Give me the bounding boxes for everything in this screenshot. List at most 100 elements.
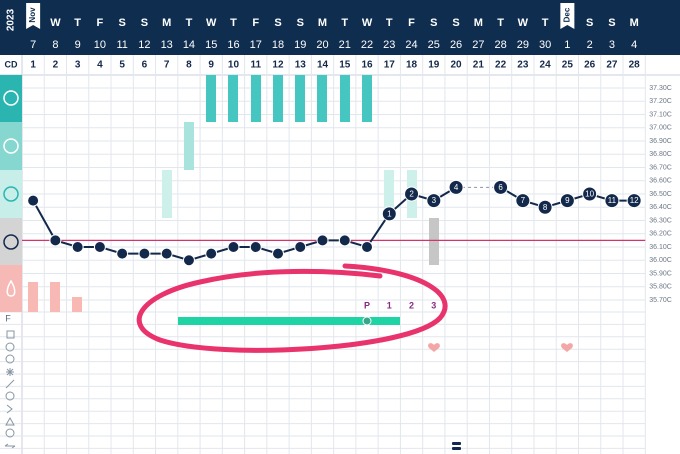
cycle-day: 25: [562, 60, 574, 71]
temperature-point: [559, 193, 575, 209]
temperature-point: [160, 247, 173, 260]
date: 26: [450, 39, 462, 51]
y-tick-label: 35.70C: [649, 297, 672, 304]
temperature-point: [404, 186, 420, 202]
date: 16: [227, 39, 239, 51]
date: 22: [361, 39, 373, 51]
fertile-label: 1: [387, 300, 392, 310]
row-icon-bg: [0, 75, 22, 122]
date: 4: [631, 39, 637, 51]
cycle-day: 6: [142, 60, 148, 71]
note-icon: [452, 442, 461, 445]
cycle-day: 4: [97, 60, 103, 71]
weekday: W: [518, 17, 529, 29]
temperature-point: [182, 254, 195, 267]
cycle-day: 26: [584, 60, 596, 71]
weekday: S: [297, 17, 304, 29]
heart: [561, 343, 573, 352]
temperature-point: [515, 193, 531, 209]
date: 25: [428, 39, 440, 51]
cycle-day: 24: [540, 60, 552, 71]
point-label: 1: [387, 209, 392, 218]
date: 15: [205, 39, 217, 51]
point-label: 7: [521, 196, 526, 205]
row-icon-bg: [0, 170, 22, 218]
lower-icons: [4, 330, 16, 449]
y-tick-label: 36.70C: [649, 164, 672, 171]
cycle-day: 7: [164, 60, 170, 71]
y-tick-label: 37.10C: [649, 111, 672, 118]
weekday: T: [74, 17, 81, 29]
date: 27: [472, 39, 484, 51]
temperature-point: [27, 194, 40, 207]
obs-bar: [28, 282, 38, 312]
date: 17: [250, 39, 262, 51]
cycle-day: 12: [272, 60, 284, 71]
temperature-point: [582, 186, 598, 202]
weekday: T: [386, 17, 393, 29]
weekday: M: [630, 17, 639, 29]
row-icon-bg: [0, 265, 22, 312]
temperature-point: [316, 234, 329, 247]
weekday: S: [586, 17, 593, 29]
temperature-point: [249, 241, 262, 253]
temperature-point: [448, 179, 464, 195]
y-tick-label: 36.90C: [649, 138, 672, 145]
year: 2023: [6, 8, 17, 31]
y-tick-label: 36.20C: [649, 231, 672, 238]
date: 24: [405, 39, 417, 51]
temperature-point: [493, 179, 509, 195]
weekday: T: [341, 17, 348, 29]
obs-bar: [362, 75, 372, 122]
month-tab: [560, 3, 575, 29]
y-tick-label: 36.60C: [649, 178, 672, 185]
y-tick-label: 35.80C: [649, 284, 672, 291]
temperature-point: [626, 193, 642, 209]
temperature-point: [138, 247, 151, 260]
point-label: 2: [409, 190, 414, 199]
weekday: W: [362, 17, 373, 29]
obs-bar: [317, 75, 327, 122]
obs-bar: [251, 75, 261, 122]
temperature-point: [338, 234, 351, 247]
icon: [5, 428, 15, 438]
icon: [6, 330, 15, 339]
date: 9: [75, 39, 81, 51]
date: 7: [30, 39, 36, 51]
cycle-day: 14: [317, 60, 329, 71]
date: 21: [339, 39, 351, 51]
cycle-day: 8: [186, 60, 192, 71]
cd-row: [0, 55, 680, 75]
cd-label: CD: [5, 59, 18, 69]
icon: [6, 368, 14, 376]
cycle-day: 22: [495, 60, 507, 71]
obs-bar: [384, 170, 394, 218]
point-label: 9: [565, 196, 570, 205]
weekday: T: [230, 17, 237, 29]
grid: 37.30C 37.20C 37.10C 37.00C 36.90C 36.80C 36.7…: [0, 55, 672, 454]
cycle-day: 2: [53, 60, 59, 71]
date: 1: [564, 39, 570, 51]
weekday: T: [497, 17, 504, 29]
fertile-window-bar: [178, 317, 400, 325]
fertile-label: P: [364, 300, 370, 310]
cycle-day: 27: [606, 60, 618, 71]
fertility-label: F: [5, 313, 11, 323]
highlight-ellipse: [136, 263, 448, 353]
icon: [5, 391, 15, 401]
month-tab-label: Nov: [28, 7, 37, 23]
fertile-label: 3: [431, 300, 436, 310]
temperature-point: [537, 199, 553, 215]
point-label: 10: [585, 190, 594, 199]
cycle-day: 28: [629, 60, 641, 71]
y-tick-label: 35.90C: [649, 270, 672, 277]
weekday: T: [186, 17, 193, 29]
y-tick-label: 36.10C: [649, 244, 672, 251]
temperature-point: [604, 193, 620, 209]
icon: [6, 404, 13, 414]
temperature-point: [49, 234, 62, 247]
date: 30: [539, 39, 551, 51]
cycle-day: 16: [361, 60, 373, 71]
month-tab-label: Dec: [562, 7, 571, 22]
